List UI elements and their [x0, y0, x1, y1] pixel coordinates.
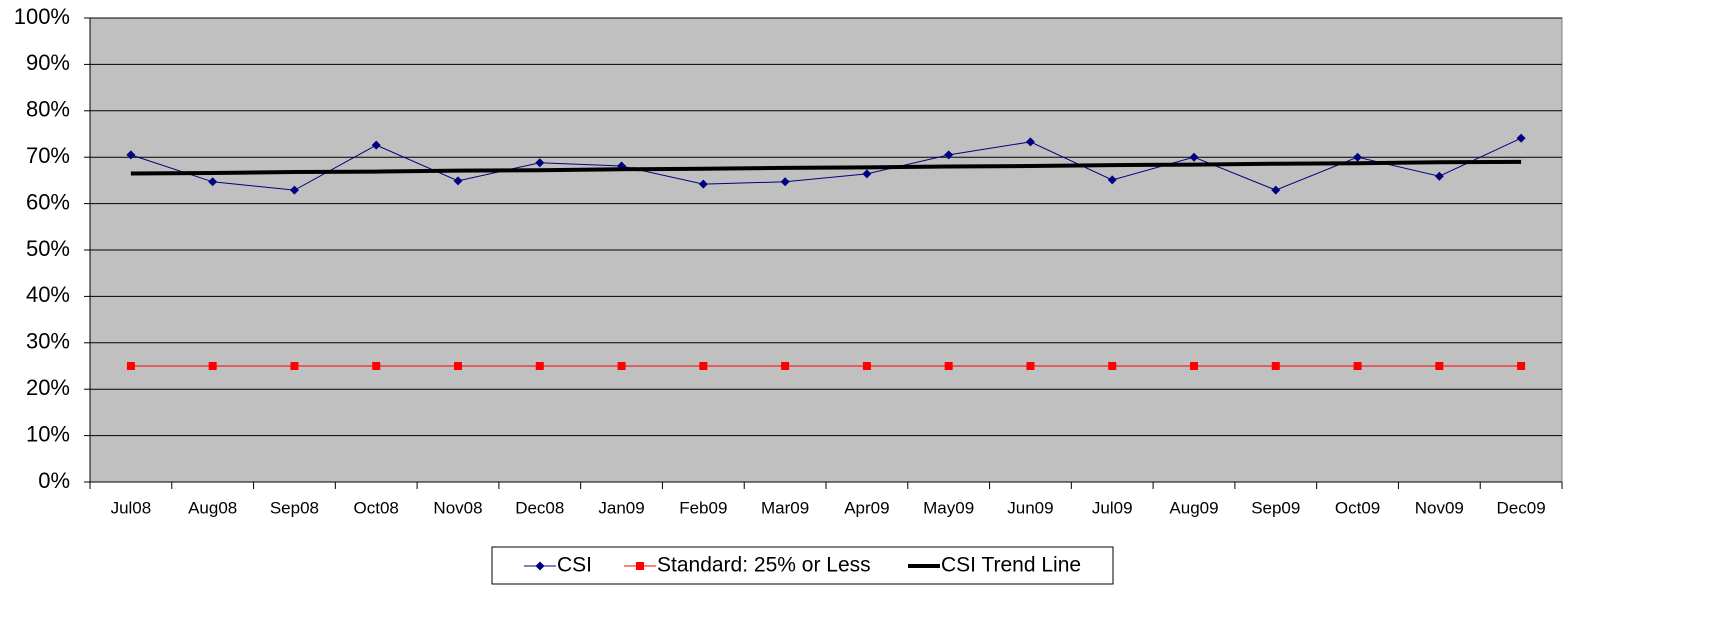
legend-label: CSI Trend Line: [941, 554, 1081, 577]
y-tick-label: 70%: [26, 143, 70, 168]
marker: [1517, 362, 1526, 370]
marker: [1026, 362, 1035, 370]
y-tick-label: 90%: [26, 50, 70, 75]
legend-box: [491, 546, 1114, 585]
x-tick-label: Sep08: [270, 498, 319, 517]
marker: [1190, 362, 1198, 370]
x-tick-label: Nov09: [1415, 498, 1464, 517]
marker: [1353, 152, 1363, 162]
x-tick-label: Nov08: [433, 498, 482, 517]
x-tick-label: Jul08: [111, 498, 152, 517]
marker: [289, 185, 299, 195]
marker: [1434, 171, 1444, 181]
marker: [1108, 362, 1117, 370]
x-tick-label: Sep09: [1251, 498, 1300, 517]
x-tick-label: Oct08: [354, 498, 399, 517]
x-tick-label: Jun09: [1007, 498, 1053, 517]
marker: [535, 561, 545, 571]
x-tick-label: Apr09: [844, 498, 889, 517]
x-tick-label: Oct09: [1335, 498, 1380, 517]
marker: [1516, 133, 1526, 143]
series-line: [130, 159, 1522, 176]
marker: [126, 362, 135, 370]
marker: [944, 150, 954, 160]
marker: [535, 158, 545, 168]
x-tick-label: Feb09: [679, 498, 727, 517]
marker: [453, 176, 463, 186]
marker: [126, 150, 136, 160]
x-tick-label: Aug09: [1169, 498, 1218, 517]
marker: [1271, 362, 1280, 370]
marker: [1107, 175, 1117, 185]
y-tick-label: 30%: [26, 329, 70, 354]
marker: [944, 362, 953, 370]
marker: [371, 140, 381, 150]
y-tick-label: 60%: [26, 189, 70, 214]
y-tick-label: 50%: [26, 236, 70, 261]
marker: [780, 177, 790, 187]
x-tick-label: Mar09: [761, 498, 809, 517]
x-tick-label: Jul09: [1092, 498, 1133, 517]
marker: [372, 362, 381, 370]
marker: [699, 362, 708, 370]
marker: [698, 179, 708, 189]
marker: [862, 362, 871, 370]
x-tick-label: Jan09: [598, 498, 644, 517]
marker: [1353, 362, 1362, 370]
marker: [1435, 362, 1444, 370]
x-tick-label: Dec08: [515, 498, 564, 517]
legend-label: Standard: 25% or Less: [657, 554, 871, 577]
y-tick-label: 100%: [14, 4, 70, 29]
marker: [208, 177, 218, 187]
x-tick-label: Dec09: [1497, 498, 1546, 517]
marker: [290, 362, 299, 370]
marker: [208, 362, 217, 370]
y-tick-label: 0%: [38, 468, 70, 493]
marker: [454, 362, 462, 370]
marker: [1189, 152, 1199, 162]
marker: [1271, 185, 1281, 195]
x-tick-label: May09: [923, 498, 974, 517]
series-line: [130, 137, 1522, 191]
y-tick-label: 40%: [26, 282, 70, 307]
marker: [862, 169, 872, 179]
y-tick-label: 80%: [26, 97, 70, 122]
y-tick-label: 10%: [26, 421, 70, 446]
marker: [617, 362, 626, 370]
marker: [636, 562, 644, 570]
legend-label: CSI: [557, 554, 592, 577]
y-tick-label: 20%: [26, 375, 70, 400]
marker: [1025, 137, 1035, 147]
marker: [781, 362, 790, 370]
x-tick-label: Aug08: [188, 498, 237, 517]
marker: [535, 362, 544, 370]
